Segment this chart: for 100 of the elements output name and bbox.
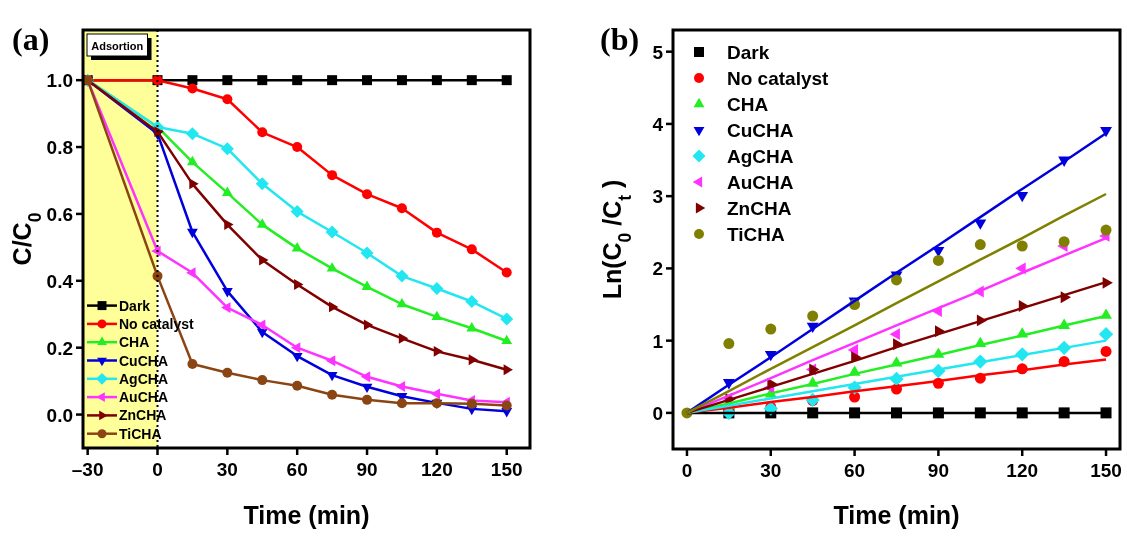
legend-label: ZnCHA bbox=[727, 197, 792, 219]
point bbox=[396, 297, 408, 308]
legend-label: ZnCHA bbox=[119, 407, 167, 424]
point bbox=[290, 205, 304, 219]
point bbox=[396, 398, 407, 409]
point bbox=[294, 279, 304, 290]
point bbox=[222, 75, 233, 86]
point bbox=[257, 127, 268, 138]
y-tick-label: 1 bbox=[652, 330, 664, 352]
legend-label: Dark bbox=[727, 41, 770, 63]
x-tick-label: 30 bbox=[216, 459, 238, 480]
point bbox=[327, 75, 338, 86]
point bbox=[220, 142, 234, 156]
point bbox=[325, 355, 336, 367]
point bbox=[257, 75, 268, 86]
x-tick-label: 120 bbox=[421, 459, 453, 480]
point bbox=[224, 219, 234, 231]
x-tick-label: 60 bbox=[844, 460, 866, 481]
point bbox=[1100, 126, 1112, 138]
point bbox=[431, 310, 443, 321]
point bbox=[974, 219, 987, 230]
y-tick-label: 4 bbox=[652, 113, 664, 135]
point bbox=[1100, 224, 1112, 236]
point bbox=[807, 310, 819, 322]
point bbox=[466, 322, 478, 332]
point bbox=[186, 267, 196, 279]
point bbox=[360, 246, 374, 260]
point bbox=[1098, 326, 1114, 342]
x-tick-label: 90 bbox=[927, 460, 949, 481]
point bbox=[1015, 262, 1026, 275]
point bbox=[292, 380, 303, 391]
x-axis-title: Time (min) bbox=[833, 501, 960, 529]
point bbox=[396, 75, 407, 86]
point bbox=[395, 381, 406, 392]
point bbox=[189, 178, 199, 190]
point bbox=[292, 142, 303, 153]
legend-label: CHA bbox=[727, 93, 769, 115]
point bbox=[292, 75, 303, 86]
point bbox=[325, 225, 339, 239]
x-tick-label: –30 bbox=[71, 459, 104, 480]
x-tick-label: 150 bbox=[1090, 460, 1122, 481]
point bbox=[1100, 345, 1112, 357]
point bbox=[362, 189, 373, 200]
legend-label: AgCHA bbox=[119, 370, 168, 387]
legend-label: CHA bbox=[119, 334, 150, 351]
x-tick-label: 60 bbox=[286, 459, 308, 480]
point bbox=[889, 328, 900, 341]
legend-label: No catalyst bbox=[727, 67, 830, 89]
point bbox=[501, 400, 512, 411]
point bbox=[361, 280, 373, 290]
point bbox=[398, 332, 409, 344]
x-tick-label: 0 bbox=[152, 459, 163, 480]
x-tick-label: 90 bbox=[356, 459, 378, 480]
point bbox=[187, 359, 198, 370]
x-axis-title: Time (min) bbox=[243, 501, 370, 529]
y-tick-label: 0 bbox=[652, 402, 663, 424]
point bbox=[1100, 407, 1112, 419]
point bbox=[360, 371, 371, 383]
point bbox=[290, 342, 301, 354]
point bbox=[221, 288, 233, 298]
point bbox=[431, 75, 442, 86]
legend-label: Dark bbox=[119, 297, 151, 314]
point bbox=[291, 242, 303, 252]
point bbox=[256, 218, 268, 228]
point bbox=[974, 239, 986, 251]
legend-label: AuCHA bbox=[727, 171, 794, 193]
point bbox=[187, 83, 198, 94]
point bbox=[395, 269, 409, 283]
legend-label: TiCHA bbox=[119, 425, 162, 442]
point bbox=[466, 75, 477, 86]
point bbox=[501, 334, 513, 345]
legend-label: CuCHA bbox=[119, 352, 168, 369]
point bbox=[256, 328, 268, 339]
y-tick-label: 0.2 bbox=[46, 337, 73, 359]
legend-label: CuCHA bbox=[727, 119, 794, 141]
band-label: Adsortion bbox=[91, 40, 144, 52]
x-tick-label: 150 bbox=[490, 459, 523, 480]
point bbox=[328, 301, 339, 313]
y-tick-label: 0.8 bbox=[46, 137, 73, 159]
point bbox=[501, 75, 512, 86]
x-tick-label: 120 bbox=[1006, 460, 1039, 481]
y-tick-label: 5 bbox=[652, 41, 664, 63]
point bbox=[187, 155, 198, 166]
y-tick-label: 0.6 bbox=[46, 203, 73, 225]
point bbox=[327, 389, 338, 400]
y-tick-label: 3 bbox=[652, 186, 663, 208]
legend-label: TiCHA bbox=[727, 223, 785, 245]
point bbox=[396, 203, 407, 214]
point bbox=[256, 319, 266, 331]
y-tick-label: 2 bbox=[652, 258, 663, 280]
point bbox=[222, 94, 233, 105]
point bbox=[259, 254, 269, 266]
legend-label: AgCHA bbox=[727, 145, 794, 167]
y-tick-label: 0.0 bbox=[46, 404, 73, 426]
point bbox=[363, 319, 374, 331]
point bbox=[257, 375, 268, 386]
point bbox=[1016, 240, 1028, 252]
point bbox=[500, 312, 514, 326]
point bbox=[503, 364, 513, 376]
point bbox=[465, 295, 479, 309]
